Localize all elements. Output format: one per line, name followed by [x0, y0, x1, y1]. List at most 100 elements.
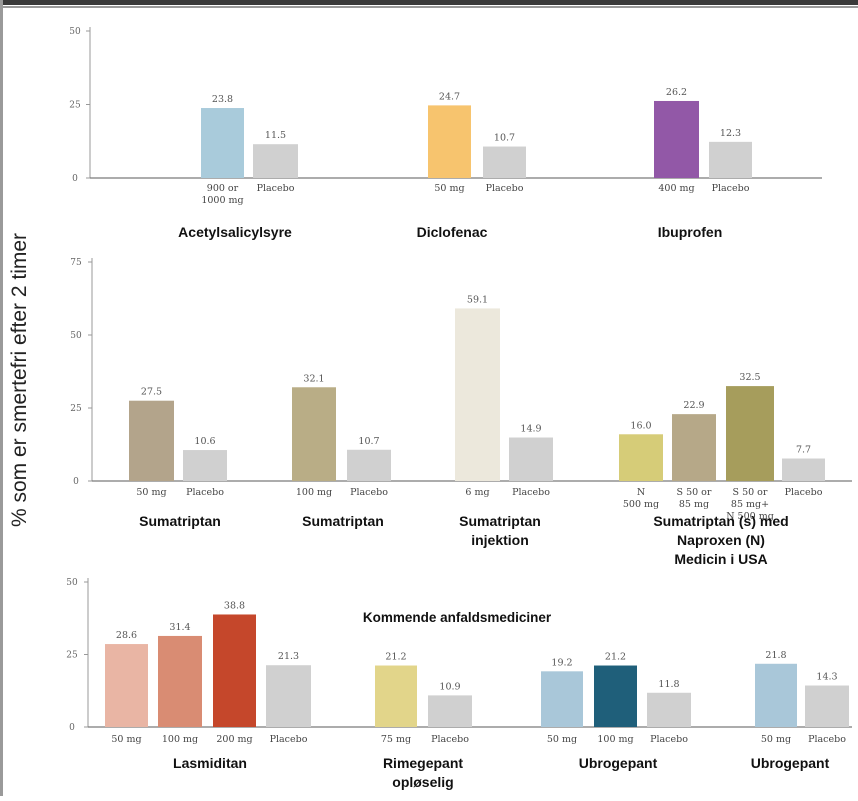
x-tick-label: Placebo [350, 487, 388, 498]
x-tick-label: 6 mg [465, 487, 489, 498]
x-tick-label: 900 or [207, 183, 239, 194]
x-tick-label: N 500 mg [726, 511, 774, 522]
bar [375, 665, 417, 727]
bar-value-label: 21.8 [765, 650, 786, 661]
group-label-sumatriptan-injektion: Sumatriptan [459, 513, 541, 529]
x-tick-label: Placebo [512, 487, 550, 498]
x-tick-label: 50 mg [547, 734, 577, 745]
bar [428, 695, 472, 727]
x-tick-label: 50 mg [136, 487, 166, 498]
bar-value-label: 22.9 [683, 400, 704, 411]
y-tick-label: 50 [70, 331, 82, 341]
group-label-ubrogepant: Ubrogepant [751, 755, 830, 771]
bar-value-label: 11.5 [265, 130, 286, 141]
y-tick-label: 0 [72, 174, 78, 184]
bar-value-label: 23.8 [212, 94, 233, 105]
x-tick-label: 50 mg [434, 183, 464, 194]
bar [253, 144, 298, 178]
bar [347, 449, 391, 481]
bar [541, 671, 583, 727]
x-tick-label: 50 mg [111, 734, 141, 745]
x-tick-label: Placebo [431, 734, 469, 745]
bar [201, 108, 244, 178]
group-label-lasmiditan: Lasmiditan [173, 755, 247, 771]
top-border-shadow [0, 6, 858, 8]
bar-value-label: 32.1 [303, 373, 324, 384]
y-axis-label: % som er smertefri efter 2 timer [8, 232, 31, 528]
bar-value-label: 26.2 [666, 87, 687, 98]
chart-panel-3: 0 25 50 28.6 50 mg 31.4 100 mg 38.8 200 mg 21.3 Pl… [66, 578, 852, 790]
x-tick-label: 500 mg [623, 499, 659, 510]
group-label-sumatriptan-s-med-naproxen-n-medicin-i-usa: Sumatriptan (s) med [653, 513, 788, 529]
group-label-rimegepant-opløselig: opløselig [392, 774, 453, 790]
bar [619, 434, 663, 481]
bar-value-label: 59.1 [467, 294, 488, 305]
bar-value-label: 14.3 [816, 672, 837, 683]
bar-value-label: 10.7 [494, 133, 515, 144]
group-label-sumatriptan-s-med-naproxen-n-medicin-i-usa: Naproxen (N) [677, 532, 765, 548]
bar-value-label: 11.8 [658, 679, 679, 690]
group-label-sumatriptan: Sumatriptan [302, 513, 384, 529]
x-tick-label: Placebo [785, 487, 823, 498]
x-tick-label: Placebo [186, 487, 224, 498]
y-axis-label-container: % som er smertefri efter 2 timer [5, 233, 35, 527]
x-tick-label: Placebo [650, 734, 688, 745]
x-tick-label: 100 mg [597, 734, 633, 745]
bar-value-label: 24.7 [439, 91, 460, 102]
bar [654, 100, 699, 178]
group-label-sumatriptan: Sumatriptan [139, 513, 221, 529]
top-border [0, 0, 858, 5]
x-tick-label: Placebo [257, 183, 295, 194]
bar-value-label: 27.5 [141, 387, 162, 398]
bar [509, 437, 553, 481]
y-tick-label: 25 [66, 651, 78, 661]
bar [292, 387, 336, 481]
group-label-rimegepant-opløselig: Rimegepant [383, 755, 463, 771]
bar-value-label: 21.3 [278, 651, 299, 662]
x-tick-label: 1000 mg [201, 195, 243, 206]
group-label-sumatriptan-injektion: injektion [471, 532, 529, 548]
bar-value-label: 14.9 [520, 423, 541, 434]
bar [709, 141, 752, 178]
bar [594, 665, 637, 727]
bar [647, 692, 691, 727]
x-tick-label: Placebo [808, 734, 846, 745]
y-tick-label: 0 [69, 723, 75, 733]
bar [129, 400, 174, 481]
x-tick-label: S 50 or [733, 487, 768, 498]
y-tick-label: 25 [69, 101, 81, 111]
x-tick-label: N [637, 487, 645, 498]
bar [455, 308, 500, 481]
group-label-ibuprofen: Ibuprofen [658, 224, 723, 240]
bar-value-label: 38.8 [224, 600, 245, 611]
x-tick-label: 100 mg [162, 734, 198, 745]
x-tick-label: Placebo [270, 734, 308, 745]
bar-value-label: 21.2 [605, 652, 626, 663]
y-tick-label: 75 [70, 258, 82, 268]
group-label-acetylsalicylsyre: Acetylsalicylsyre [178, 224, 292, 240]
bar-value-label: 7.7 [796, 445, 811, 456]
x-tick-label: 400 mg [658, 183, 694, 194]
chart-panel-2: 0 25 50 75 27.5 50 mg 10.6 Placebo Sumatriptan 32… [70, 258, 852, 567]
x-tick-label: Placebo [486, 183, 524, 194]
bar [105, 644, 148, 727]
x-tick-label: Placebo [712, 183, 750, 194]
y-tick-label: 50 [69, 27, 81, 37]
bar-value-label: 10.9 [439, 681, 460, 692]
y-tick-label: 0 [73, 477, 79, 487]
x-tick-label: 85 mg+ [731, 499, 769, 510]
bar-value-label: 10.6 [194, 436, 215, 447]
left-border [0, 0, 3, 796]
bar [213, 614, 256, 727]
bar-value-label: 32.5 [739, 372, 760, 383]
bar-value-label: 12.3 [720, 128, 741, 139]
bar-value-label: 16.0 [630, 420, 651, 431]
chart-subtitle: Kommende anfaldsmediciner [363, 610, 552, 625]
bar-value-label: 10.7 [358, 436, 379, 447]
bar-value-label: 31.4 [169, 622, 190, 633]
bar-value-label: 28.6 [116, 630, 137, 641]
x-tick-label: 85 mg [679, 499, 709, 510]
